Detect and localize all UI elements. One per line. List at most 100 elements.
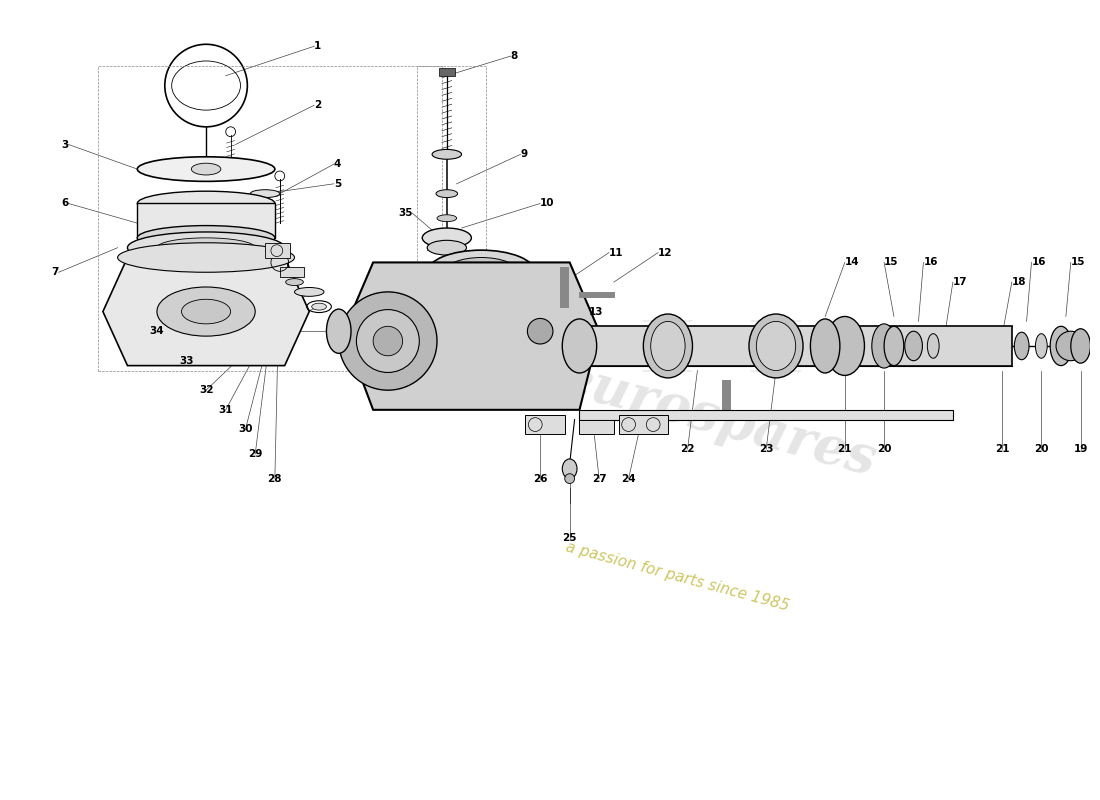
Ellipse shape <box>295 287 324 296</box>
Text: 13: 13 <box>590 306 604 317</box>
Ellipse shape <box>191 163 221 175</box>
Text: 4: 4 <box>333 159 341 169</box>
Ellipse shape <box>118 242 295 272</box>
Ellipse shape <box>286 278 304 286</box>
Text: 20: 20 <box>877 444 891 454</box>
Bar <box>560 267 568 306</box>
Text: 29: 29 <box>248 449 263 459</box>
Ellipse shape <box>436 190 458 198</box>
Ellipse shape <box>138 226 275 250</box>
Ellipse shape <box>811 319 840 373</box>
Bar <box>98 66 442 370</box>
Ellipse shape <box>437 214 456 222</box>
Bar <box>580 410 953 420</box>
Text: 25: 25 <box>562 533 576 542</box>
Bar <box>580 292 614 297</box>
Bar <box>265 242 289 258</box>
Ellipse shape <box>182 299 231 324</box>
Bar <box>439 68 454 76</box>
Text: 24: 24 <box>621 474 636 484</box>
Bar <box>619 414 668 434</box>
Circle shape <box>373 326 403 356</box>
Ellipse shape <box>757 322 795 370</box>
Ellipse shape <box>422 228 472 248</box>
Text: 15: 15 <box>1070 258 1086 267</box>
Ellipse shape <box>825 317 865 375</box>
Text: 28: 28 <box>267 474 282 484</box>
Ellipse shape <box>1050 326 1071 366</box>
Ellipse shape <box>562 319 596 373</box>
Ellipse shape <box>311 303 327 310</box>
Text: 10: 10 <box>540 198 554 209</box>
Circle shape <box>1056 331 1086 361</box>
Text: 16: 16 <box>1032 258 1046 267</box>
Ellipse shape <box>749 314 803 378</box>
Ellipse shape <box>562 459 578 478</box>
Bar <box>580 326 1012 366</box>
Ellipse shape <box>251 190 279 198</box>
Ellipse shape <box>138 157 275 182</box>
Text: 12: 12 <box>658 248 672 258</box>
Text: 19: 19 <box>1074 444 1088 454</box>
Bar <box>417 66 486 262</box>
Ellipse shape <box>904 331 923 361</box>
Ellipse shape <box>564 474 574 483</box>
Ellipse shape <box>651 322 685 370</box>
Polygon shape <box>343 262 600 410</box>
Text: 26: 26 <box>532 474 548 484</box>
Text: 35: 35 <box>398 208 412 218</box>
Ellipse shape <box>138 191 275 216</box>
Text: 6: 6 <box>62 198 68 209</box>
Text: 33: 33 <box>179 356 194 366</box>
Text: 16: 16 <box>923 258 938 267</box>
Ellipse shape <box>427 240 466 255</box>
Ellipse shape <box>1035 334 1047 358</box>
Bar <box>138 203 275 238</box>
Bar <box>580 420 614 434</box>
Bar <box>279 267 305 277</box>
Text: 21: 21 <box>837 444 852 454</box>
Text: 15: 15 <box>884 258 899 267</box>
Text: 3: 3 <box>62 139 68 150</box>
Bar <box>722 380 729 414</box>
Ellipse shape <box>884 326 904 366</box>
Polygon shape <box>103 258 309 366</box>
Text: 8: 8 <box>510 51 518 61</box>
Text: 18: 18 <box>1012 277 1026 287</box>
Text: 14: 14 <box>845 258 859 267</box>
Bar <box>526 414 564 434</box>
Text: 11: 11 <box>609 248 624 258</box>
Text: 31: 31 <box>219 405 233 415</box>
Circle shape <box>527 318 553 344</box>
Text: 5: 5 <box>333 179 341 189</box>
Text: eurospares: eurospares <box>553 353 881 486</box>
Text: 34: 34 <box>150 326 164 336</box>
Text: 17: 17 <box>953 277 968 287</box>
Ellipse shape <box>327 309 351 354</box>
Text: 32: 32 <box>199 385 213 395</box>
Text: 2: 2 <box>315 100 321 110</box>
Ellipse shape <box>1070 329 1090 363</box>
Ellipse shape <box>644 314 693 378</box>
Text: a passion for parts since 1985: a passion for parts since 1985 <box>564 540 791 614</box>
Text: 22: 22 <box>680 444 695 454</box>
Circle shape <box>339 292 437 390</box>
Text: 20: 20 <box>1034 444 1048 454</box>
Text: 30: 30 <box>238 425 253 434</box>
Ellipse shape <box>427 250 536 294</box>
Circle shape <box>356 310 419 373</box>
Text: 27: 27 <box>592 474 606 484</box>
Ellipse shape <box>157 238 255 258</box>
Ellipse shape <box>927 334 939 358</box>
Text: 23: 23 <box>759 444 773 454</box>
Ellipse shape <box>128 232 285 263</box>
Ellipse shape <box>157 287 255 336</box>
Text: 21: 21 <box>994 444 1010 454</box>
Ellipse shape <box>444 258 518 287</box>
Ellipse shape <box>1014 332 1028 360</box>
Text: 9: 9 <box>520 150 528 159</box>
Ellipse shape <box>432 150 462 159</box>
Text: 1: 1 <box>315 42 321 51</box>
Ellipse shape <box>872 324 896 368</box>
Text: 7: 7 <box>52 267 58 278</box>
